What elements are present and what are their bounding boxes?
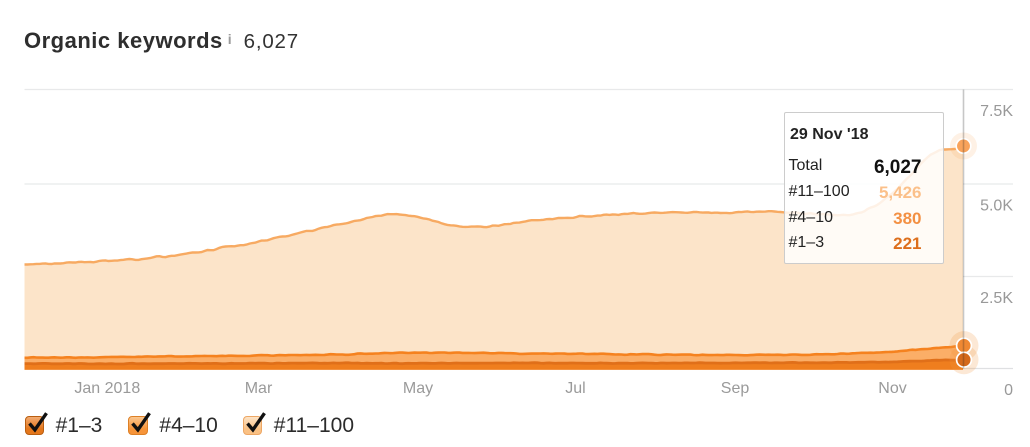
svg-text:7.5K: 7.5K (980, 103, 1013, 120)
svg-text:Jul: Jul (565, 380, 585, 397)
svg-text:Mar: Mar (245, 380, 273, 397)
svg-text:5.0K: 5.0K (980, 197, 1013, 214)
svg-text:Nov: Nov (878, 380, 906, 397)
svg-text:0: 0 (1004, 382, 1013, 399)
svg-text:Sep: Sep (721, 380, 750, 397)
svg-text:Jan 2018: Jan 2018 (74, 380, 140, 397)
svg-text:May: May (403, 380, 433, 397)
svg-text:2.5K: 2.5K (980, 290, 1013, 307)
